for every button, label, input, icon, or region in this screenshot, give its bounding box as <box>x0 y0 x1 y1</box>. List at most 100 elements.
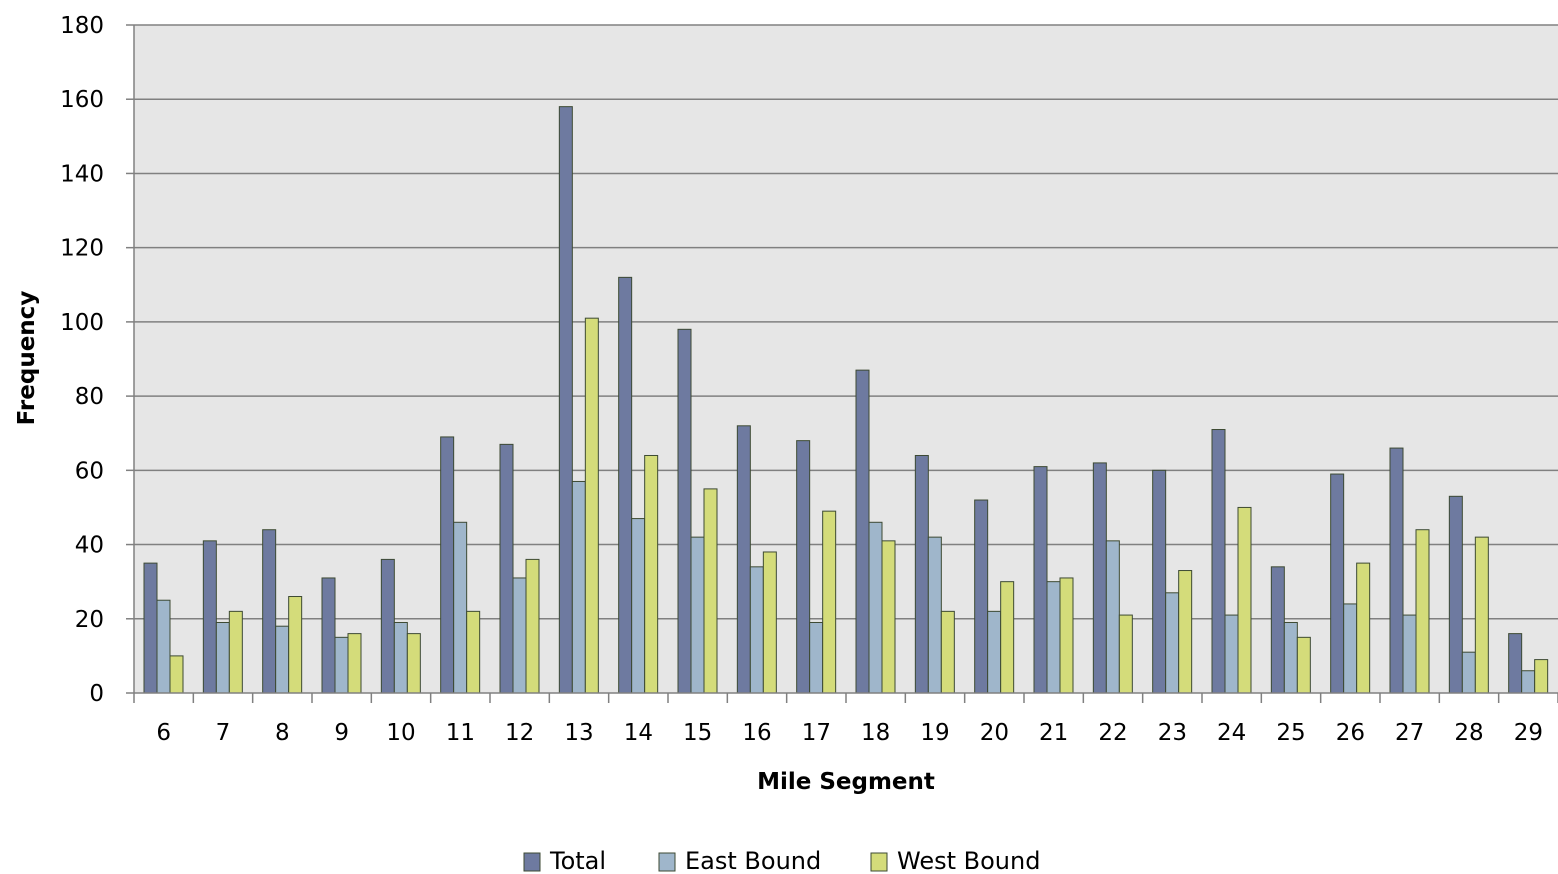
bar-east-bound-6 <box>156 599 171 694</box>
bar-total-28 <box>1448 495 1463 694</box>
bar-east-bound-21 <box>1046 581 1061 694</box>
bar-west-bound-22 <box>1118 614 1133 694</box>
x-tick-label-19: 19 <box>920 720 949 746</box>
bar-west-bound-23 <box>1178 570 1193 694</box>
bar-west-bound-26 <box>1356 562 1371 694</box>
bar-east-bound-27 <box>1402 614 1417 694</box>
bar-total-21 <box>1033 466 1048 694</box>
x-tick-label-24: 24 <box>1217 720 1246 746</box>
bar-total-24 <box>1211 429 1226 694</box>
bar-west-bound-19 <box>940 610 955 694</box>
bar-total-15 <box>677 328 692 694</box>
bar-west-bound-17 <box>822 510 837 694</box>
x-tick-label-16: 16 <box>742 720 771 746</box>
x-tick-label-25: 25 <box>1276 720 1305 746</box>
bar-west-bound-9 <box>347 633 362 694</box>
y-tick-label-8: 160 <box>60 87 104 113</box>
bar-east-bound-10 <box>393 621 408 694</box>
y-tick-label-7: 140 <box>60 161 104 187</box>
bar-west-bound-14 <box>644 454 659 694</box>
y-tick-label-6: 120 <box>60 236 104 262</box>
bar-west-bound-24 <box>1237 506 1252 694</box>
bar-east-bound-28 <box>1461 651 1476 694</box>
bar-west-bound-7 <box>228 610 243 694</box>
x-tick-label-23: 23 <box>1158 720 1187 746</box>
y-tick-label-5: 100 <box>60 310 104 336</box>
x-tick-label-11: 11 <box>446 720 475 746</box>
y-tick-label-1: 20 <box>75 607 104 633</box>
bar-east-bound-22 <box>1105 540 1120 694</box>
bar-total-25 <box>1270 566 1285 694</box>
bar-west-bound-20 <box>1000 581 1015 694</box>
bar-west-bound-6 <box>169 655 184 694</box>
bar-east-bound-24 <box>1224 614 1239 694</box>
x-tick-label-7: 7 <box>216 720 231 746</box>
x-tick-label-18: 18 <box>861 720 890 746</box>
bar-east-bound-12 <box>512 577 527 694</box>
y-tick-label-2: 40 <box>75 533 104 559</box>
bar-east-bound-14 <box>631 518 646 694</box>
bar-total-8 <box>262 529 277 694</box>
bar-total-18 <box>855 369 870 694</box>
y-axis-title: Frequency <box>14 291 40 426</box>
plot-area <box>134 25 1558 693</box>
bar-east-bound-23 <box>1165 592 1180 694</box>
y-tick-label-4: 80 <box>75 384 104 410</box>
bar-west-bound-21 <box>1059 577 1074 694</box>
bar-total-19 <box>914 454 929 694</box>
bar-total-17 <box>796 440 811 694</box>
bar-east-bound-13 <box>571 480 586 694</box>
bar-total-27 <box>1389 447 1404 694</box>
bar-east-bound-17 <box>809 621 824 694</box>
bar-east-bound-20 <box>987 610 1002 694</box>
x-tick-label-10: 10 <box>386 720 415 746</box>
bar-east-bound-26 <box>1343 603 1358 694</box>
bar-total-11 <box>440 436 455 694</box>
bar-total-23 <box>1152 469 1167 694</box>
bar-west-bound-10 <box>406 633 421 694</box>
bar-total-29 <box>1508 633 1523 694</box>
x-tick-label-14: 14 <box>624 720 653 746</box>
legend-swatch-west-bound <box>870 852 888 872</box>
x-tick-label-20: 20 <box>980 720 1009 746</box>
y-tick-label-0: 0 <box>89 681 104 707</box>
x-tick-label-27: 27 <box>1395 720 1424 746</box>
bar-east-bound-19 <box>927 536 942 694</box>
y-axis-ticks: 0 20 40 60 80 100 120 140 160 180 <box>60 13 134 707</box>
x-tick-label-15: 15 <box>683 720 712 746</box>
bar-east-bound-15 <box>690 536 705 694</box>
bar-west-bound-25 <box>1296 636 1311 694</box>
x-tick-label-29: 29 <box>1514 720 1543 746</box>
x-axis-title: Mile Segment <box>757 769 935 795</box>
bar-west-bound-18 <box>881 540 896 694</box>
bar-west-bound-29 <box>1534 659 1549 694</box>
bar-west-bound-27 <box>1415 529 1430 694</box>
bar-east-bound-25 <box>1283 621 1298 694</box>
legend-label-west-bound: West Bound <box>897 847 1040 874</box>
bar-east-bound-18 <box>868 521 883 694</box>
legend-swatch-east-bound <box>658 852 676 872</box>
y-tick-label-9: 180 <box>60 13 104 39</box>
x-axis-ticks: 6 7 8 9 10 11 12 13 14 15 16 17 18 19 20 21 22 23 24 25 26 27… <box>133 693 1558 746</box>
x-tick-label-13: 13 <box>564 720 593 746</box>
bar-total-10 <box>380 558 395 694</box>
legend-label-total: Total <box>549 847 606 874</box>
bar-total-22 <box>1092 462 1107 694</box>
x-tick-label-22: 22 <box>1098 720 1127 746</box>
bar-total-12 <box>499 443 514 694</box>
legend-swatch-total <box>523 852 541 872</box>
bar-total-20 <box>974 499 989 694</box>
x-tick-label-26: 26 <box>1336 720 1365 746</box>
bar-east-bound-7 <box>215 621 230 694</box>
x-tick-label-8: 8 <box>275 720 290 746</box>
x-tick-label-21: 21 <box>1039 720 1068 746</box>
legend: Total East Bound West Bound <box>523 847 1040 874</box>
bar-total-9 <box>321 577 336 694</box>
bar-west-bound-12 <box>525 558 540 694</box>
bar-east-bound-16 <box>749 566 764 694</box>
bar-total-6 <box>143 562 158 694</box>
bar-west-bound-8 <box>288 596 303 694</box>
plot-background <box>134 25 1558 693</box>
bar-west-bound-13 <box>584 317 599 694</box>
